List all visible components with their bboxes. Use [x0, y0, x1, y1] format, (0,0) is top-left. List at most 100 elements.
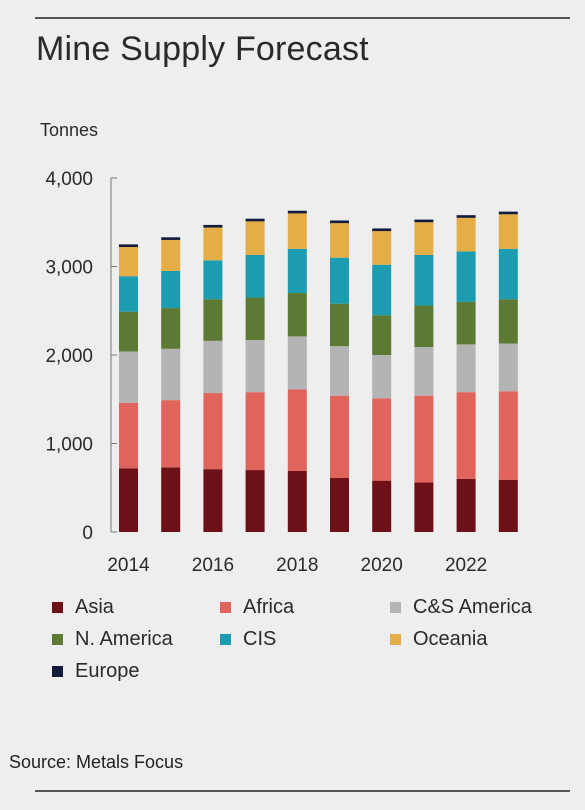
bar-segment-c-s-america-2020 — [372, 355, 392, 399]
bar-segment-europe-2019 — [330, 220, 349, 224]
legend-swatch — [390, 634, 401, 645]
legend-label: CIS — [243, 628, 277, 650]
bar-segment-cis-2016 — [203, 260, 223, 300]
x-tick-label: 2022 — [445, 555, 487, 576]
y-axis-unit-label: Tonnes — [40, 120, 98, 140]
bar-segment-n-america-2014 — [119, 311, 138, 352]
bar-stack-2023 — [498, 211, 518, 532]
bar-stack-2017 — [245, 218, 265, 532]
legend-label: Asia — [75, 596, 114, 618]
bar-segment-n-america-2015 — [161, 308, 181, 349]
x-tick-label: 2018 — [276, 555, 318, 576]
bar-segment-oceania-2014 — [119, 247, 138, 277]
bar-segment-oceania-2018 — [287, 213, 307, 249]
bar-stack-2019 — [330, 220, 349, 532]
bar-segment-c-s-america-2019 — [330, 346, 349, 396]
legend-swatch — [390, 602, 401, 613]
bar-stack-2014 — [119, 244, 138, 532]
bottom-rule — [35, 790, 570, 792]
chart-title: Mine Supply Forecast — [36, 30, 369, 68]
bar-segment-oceania-2017 — [245, 221, 265, 255]
bar-segment-europe-2018 — [287, 210, 307, 214]
bar-segment-cis-2022 — [456, 251, 476, 302]
x-axis-ticks: 2014 2016 2018 2020 2022 — [107, 555, 487, 576]
bar-segment-c-s-america-2018 — [287, 336, 307, 390]
bar-segment-n-america-2019 — [330, 303, 349, 347]
bar-stack-2021 — [414, 219, 434, 532]
bar-segment-asia-2023 — [498, 479, 518, 532]
bar-segment-europe-2017 — [245, 218, 265, 222]
y-tick-label: 1,000 — [45, 435, 93, 456]
x-tick-label: 2016 — [192, 555, 234, 576]
bar-segment-europe-2021 — [414, 219, 434, 223]
legend-item-asia: Asia — [52, 596, 114, 619]
bar-segment-n-america-2022 — [456, 301, 476, 345]
bar-segment-asia-2021 — [414, 482, 434, 532]
bar-segment-c-s-america-2015 — [161, 348, 181, 401]
bar-segment-africa-2022 — [456, 392, 476, 479]
y-tick-label: 2,000 — [45, 346, 93, 367]
bar-segment-europe-2014 — [119, 244, 138, 248]
bar-segment-africa-2019 — [330, 395, 349, 479]
bar-segment-cis-2014 — [119, 276, 138, 312]
bar-segment-africa-2015 — [161, 400, 181, 468]
legend-label: Europe — [75, 660, 140, 682]
legend-label: Africa — [243, 596, 295, 618]
bar-segment-asia-2014 — [119, 468, 138, 532]
legend-item-africa: Africa — [220, 596, 294, 619]
bar-segment-oceania-2022 — [456, 217, 476, 252]
bar-segment-n-america-2023 — [498, 299, 518, 344]
bar-segment-europe-2023 — [498, 211, 518, 215]
bar-segment-oceania-2020 — [372, 231, 392, 265]
bar-stack-2022 — [456, 215, 476, 532]
bar-segment-c-s-america-2023 — [498, 343, 518, 392]
legend-item-n-america: N. America — [52, 628, 173, 651]
bar-segment-n-america-2018 — [287, 293, 307, 337]
bar-segment-asia-2020 — [372, 480, 392, 532]
legend-label: Oceania — [413, 628, 488, 650]
bar-segment-africa-2020 — [372, 398, 392, 481]
bar-segment-cis-2015 — [161, 270, 181, 309]
bar-segment-africa-2018 — [287, 389, 307, 471]
bar-stack-2018 — [287, 210, 307, 532]
legend-item-c-s-america: C&S America — [390, 596, 532, 619]
source-note: Source: Metals Focus — [9, 752, 184, 772]
bar-segment-africa-2021 — [414, 395, 434, 483]
legend-swatch — [220, 634, 231, 645]
bar-segment-n-america-2020 — [372, 315, 392, 355]
bar-segment-europe-2015 — [161, 237, 181, 240]
legend-swatch — [52, 602, 63, 613]
top-rule — [35, 17, 570, 19]
bar-segment-cis-2021 — [414, 254, 434, 306]
bar-segment-europe-2016 — [203, 224, 223, 228]
bar-segment-africa-2016 — [203, 393, 223, 470]
bar-segment-oceania-2023 — [498, 214, 518, 249]
legend-label: N. America — [75, 628, 173, 650]
bar-stack-2015 — [161, 237, 181, 532]
legend-swatch — [52, 634, 63, 645]
y-tick-label: 4,000 — [45, 169, 93, 190]
legend-swatch — [52, 666, 63, 677]
bar-segment-cis-2017 — [245, 254, 265, 298]
bar-segment-c-s-america-2016 — [203, 340, 223, 394]
bar-segment-asia-2016 — [203, 469, 223, 532]
bar-segment-c-s-america-2017 — [245, 339, 265, 393]
bar-segment-asia-2018 — [287, 470, 307, 532]
bar-segment-n-america-2021 — [414, 305, 434, 348]
bar-segment-asia-2019 — [330, 478, 349, 532]
bar-stack-2020 — [372, 228, 392, 532]
legend-label: C&S America — [413, 596, 532, 618]
bar-segment-africa-2014 — [119, 402, 138, 469]
bar-segment-oceania-2016 — [203, 227, 223, 261]
bar-segment-c-s-america-2021 — [414, 347, 434, 396]
bar-segment-oceania-2019 — [330, 223, 349, 258]
bar-stack-2016 — [203, 224, 223, 532]
bar-segment-europe-2020 — [372, 228, 392, 232]
bar-segment-cis-2018 — [287, 248, 307, 294]
bar-segment-cis-2019 — [330, 257, 349, 304]
bar-segment-oceania-2021 — [414, 222, 434, 255]
x-tick-label: 2014 — [107, 555, 150, 576]
bar-segment-asia-2015 — [161, 467, 181, 532]
bar-segment-oceania-2015 — [161, 239, 181, 271]
bar-segment-cis-2020 — [372, 264, 392, 316]
